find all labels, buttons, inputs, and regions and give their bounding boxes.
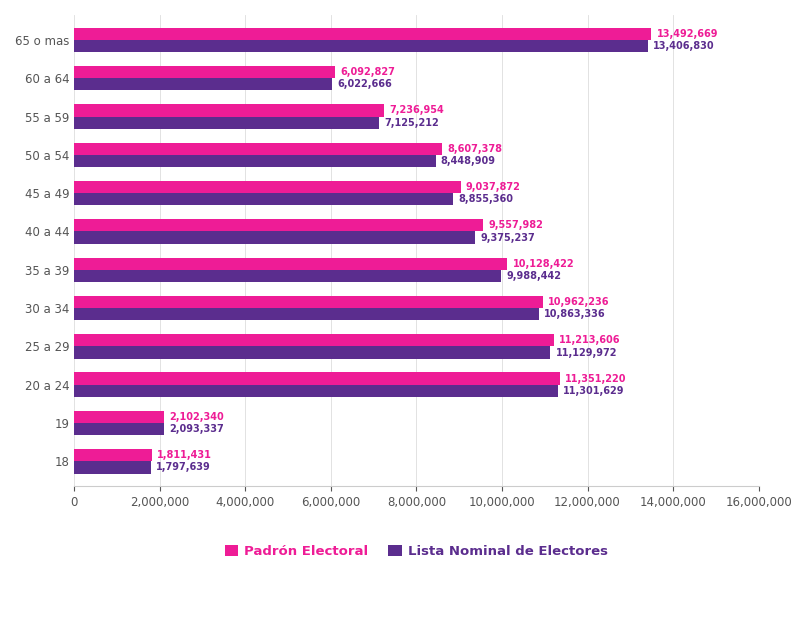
Bar [74, 270, 501, 282]
Text: 6,022,666: 6,022,666 [337, 79, 391, 89]
Bar [74, 232, 475, 244]
Bar [74, 462, 151, 473]
Text: 1,797,639: 1,797,639 [157, 462, 211, 472]
Text: 10,128,422: 10,128,422 [512, 259, 575, 269]
Bar [74, 373, 560, 385]
Bar [74, 449, 152, 462]
Bar [74, 423, 164, 435]
Bar [74, 40, 648, 52]
Text: 11,351,220: 11,351,220 [565, 374, 626, 384]
Bar [74, 143, 442, 155]
Bar [74, 257, 508, 270]
Bar [74, 27, 651, 40]
Bar [74, 155, 436, 167]
Bar [74, 117, 379, 129]
Text: 10,962,236: 10,962,236 [548, 297, 610, 307]
Bar [74, 66, 335, 78]
Bar [74, 219, 483, 232]
Text: 11,129,972: 11,129,972 [555, 348, 617, 358]
Bar [74, 181, 461, 193]
Bar [74, 308, 539, 320]
Text: 11,213,606: 11,213,606 [559, 335, 621, 345]
Bar [74, 193, 453, 206]
Text: 9,557,982: 9,557,982 [488, 221, 543, 231]
Bar [74, 346, 550, 359]
Bar [74, 334, 554, 346]
Text: 2,102,340: 2,102,340 [169, 412, 224, 422]
Text: 6,092,827: 6,092,827 [340, 67, 395, 77]
Text: 11,301,629: 11,301,629 [562, 386, 625, 396]
Text: 8,607,378: 8,607,378 [448, 144, 503, 154]
Legend: Padrón Electoral, Lista Nominal de Electores: Padrón Electoral, Lista Nominal de Elect… [220, 540, 613, 564]
Bar [74, 385, 558, 397]
Bar [74, 78, 332, 90]
Text: 2,093,337: 2,093,337 [169, 424, 224, 434]
Text: 7,236,954: 7,236,954 [389, 105, 444, 115]
Text: 7,125,212: 7,125,212 [384, 118, 439, 128]
Text: 13,406,830: 13,406,830 [653, 41, 714, 51]
Text: 9,037,872: 9,037,872 [466, 182, 521, 192]
Bar [74, 104, 384, 117]
Bar [74, 411, 164, 423]
Text: 8,448,909: 8,448,909 [441, 156, 495, 166]
Text: 8,855,360: 8,855,360 [458, 194, 513, 204]
Text: 1,811,431: 1,811,431 [157, 450, 211, 460]
Text: 10,863,336: 10,863,336 [544, 309, 606, 319]
Text: 9,988,442: 9,988,442 [507, 271, 562, 281]
Bar [74, 296, 543, 308]
Text: 13,492,669: 13,492,669 [657, 29, 718, 39]
Text: 9,375,237: 9,375,237 [480, 232, 535, 242]
